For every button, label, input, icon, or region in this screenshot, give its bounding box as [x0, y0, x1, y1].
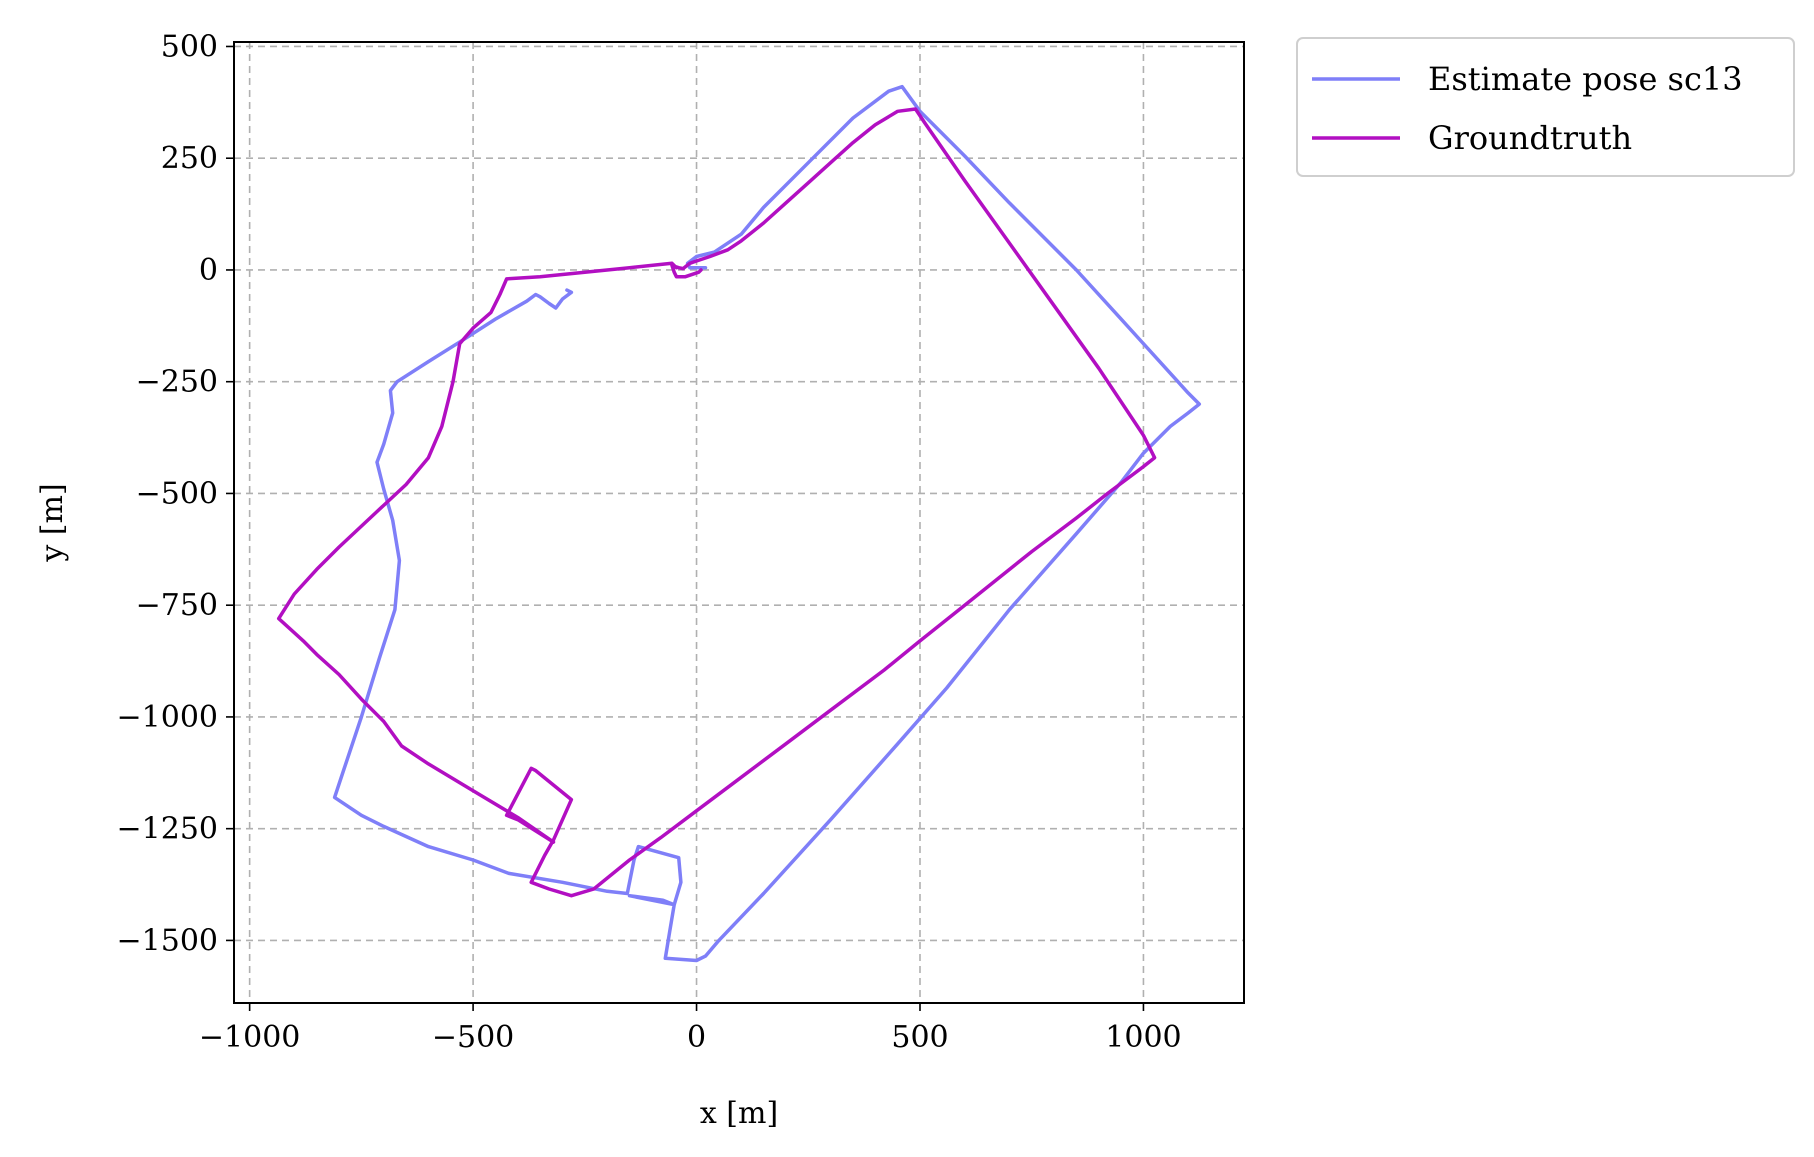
y-tick-label: 500 [161, 29, 218, 64]
x-tick-label: −1000 [199, 1020, 300, 1055]
y-tick-label: 0 [199, 253, 218, 288]
series-layer [276, 84, 1202, 963]
y-tick-label: −750 [136, 588, 218, 623]
legend-label-estimate: Estimate pose sc13 [1428, 60, 1743, 98]
series-line-estimate [332, 84, 1202, 963]
y-axis-label: y [m] [35, 483, 70, 562]
series-line-groundtruth [276, 107, 1157, 898]
plot-frame [233, 41, 1245, 1004]
legend: Estimate pose sc13 Groundtruth [1296, 37, 1795, 177]
legend-box [1296, 37, 1795, 177]
x-tick-label: 0 [687, 1020, 706, 1055]
y-tick-label: −1250 [117, 812, 218, 847]
y-tick-label: −500 [136, 476, 218, 511]
y-tick-label: −1500 [117, 923, 218, 958]
legend-label-groundtruth: Groundtruth [1428, 119, 1632, 157]
y-tick-label: −1000 [117, 700, 218, 735]
y-tick-label: −250 [136, 365, 218, 400]
grid-layer [234, 42, 1244, 1003]
x-tick-label: 1000 [1105, 1020, 1181, 1055]
x-tick-label: 500 [891, 1020, 948, 1055]
x-tick-label: −500 [432, 1020, 514, 1055]
x-axis-label: x [m] [700, 1096, 778, 1131]
tick-layer: −1000 −500 0 500 1000 500 250 0 −250 −500 −750 −100… [117, 29, 1182, 1055]
y-tick-label: 250 [161, 141, 218, 176]
